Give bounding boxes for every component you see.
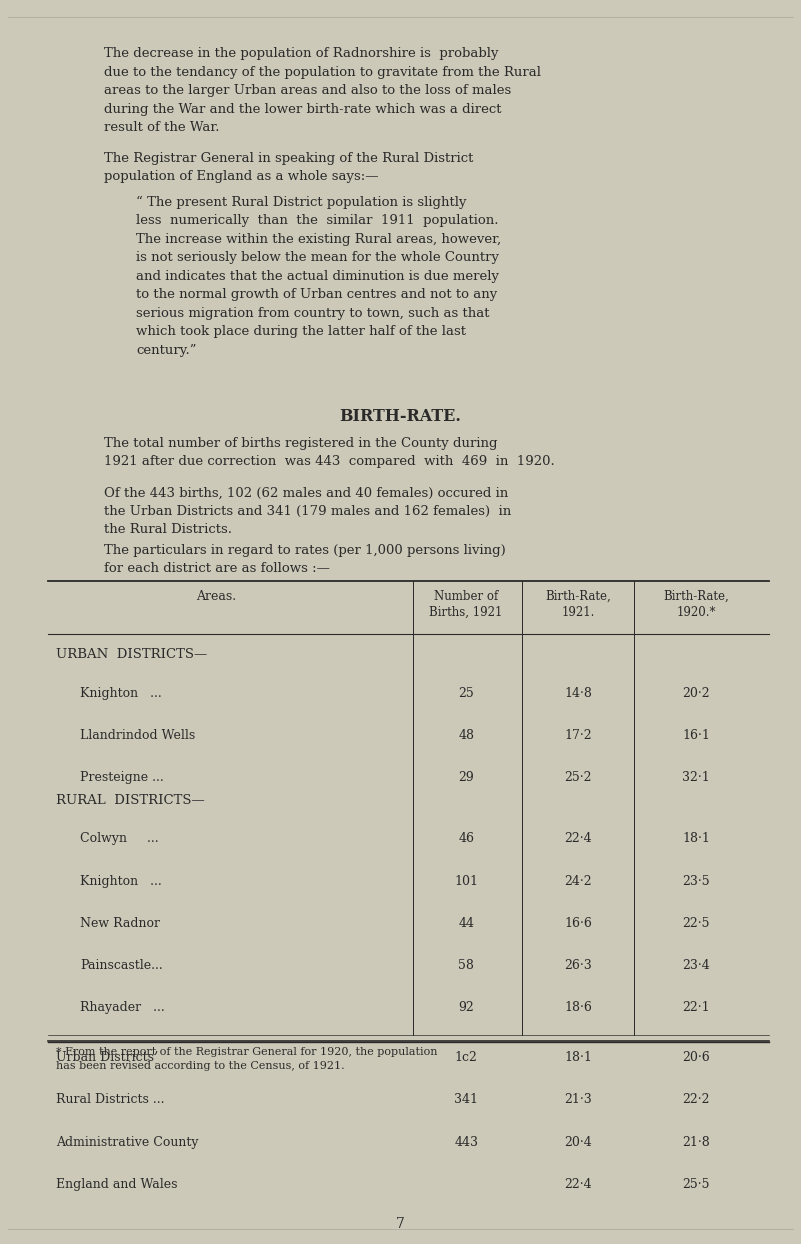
Text: The Registrar General in speaking of the Rural District
population of England as: The Registrar General in speaking of the… xyxy=(104,152,473,183)
Text: 25·2: 25·2 xyxy=(565,771,592,784)
Text: 17·2: 17·2 xyxy=(565,729,592,741)
Text: 22·1: 22·1 xyxy=(682,1001,710,1014)
Text: Of the 443 births, 102 (62 males and 40 females) occured in
the Urban Districts : Of the 443 births, 102 (62 males and 40 … xyxy=(104,486,511,536)
Text: 21·3: 21·3 xyxy=(565,1093,592,1106)
Text: * From the report of the Registrar General for 1920, the population
has been rev: * From the report of the Registrar Gener… xyxy=(56,1047,437,1071)
Text: Colwyn     ...: Colwyn ... xyxy=(80,832,159,845)
Text: “ The present Rural District population is slightly
less  numerically  than  the: “ The present Rural District population … xyxy=(136,195,501,357)
Text: 22·5: 22·5 xyxy=(682,917,710,929)
Text: 58: 58 xyxy=(458,959,474,972)
Text: England and Wales: England and Wales xyxy=(56,1178,178,1191)
Text: 14·8: 14·8 xyxy=(565,687,592,699)
Text: 92: 92 xyxy=(458,1001,474,1014)
Text: 20·4: 20·4 xyxy=(565,1136,592,1148)
Text: 20·2: 20·2 xyxy=(682,687,710,699)
Text: 26·3: 26·3 xyxy=(565,959,592,972)
Text: 18·6: 18·6 xyxy=(565,1001,592,1014)
Text: Urban Districtsʼ: Urban Districtsʼ xyxy=(56,1051,158,1064)
Text: 25·5: 25·5 xyxy=(682,1178,710,1191)
Text: 32·1: 32·1 xyxy=(682,771,710,784)
Text: 23·4: 23·4 xyxy=(682,959,710,972)
Text: The total number of births registered in the County during
1921 after due correc: The total number of births registered in… xyxy=(104,437,555,468)
Text: 101: 101 xyxy=(454,875,478,887)
Text: 44: 44 xyxy=(458,917,474,929)
Text: 48: 48 xyxy=(458,729,474,741)
Text: 7: 7 xyxy=(396,1217,405,1230)
Text: 1c2: 1c2 xyxy=(455,1051,477,1064)
Text: 16·1: 16·1 xyxy=(682,729,710,741)
Text: The particulars in regard to rates (per 1,000 persons living)
for each district : The particulars in regard to rates (per … xyxy=(104,544,506,575)
Text: 29: 29 xyxy=(458,771,474,784)
Text: 46: 46 xyxy=(458,832,474,845)
Text: Areas.: Areas. xyxy=(196,590,236,602)
Text: 25: 25 xyxy=(458,687,474,699)
Text: 20·6: 20·6 xyxy=(682,1051,710,1064)
Text: 24·2: 24·2 xyxy=(565,875,592,887)
Text: Number of
Births, 1921: Number of Births, 1921 xyxy=(429,590,503,618)
Text: 341: 341 xyxy=(454,1093,478,1106)
Text: The decrease in the population of Radnorshire is  probably
due to the tendancy o: The decrease in the population of Radnor… xyxy=(104,47,541,134)
Text: 22·4: 22·4 xyxy=(565,1178,592,1191)
Text: Painscastle...: Painscastle... xyxy=(80,959,163,972)
Text: 22·4: 22·4 xyxy=(565,832,592,845)
Text: 23·5: 23·5 xyxy=(682,875,710,887)
Text: 443: 443 xyxy=(454,1136,478,1148)
Text: BIRTH-RATE.: BIRTH-RATE. xyxy=(340,408,461,425)
Text: Birth-Rate,
1921.: Birth-Rate, 1921. xyxy=(545,590,611,618)
Text: 22·2: 22·2 xyxy=(682,1093,710,1106)
Text: 18·1: 18·1 xyxy=(682,832,710,845)
Text: URBAN  DISTRICTS—: URBAN DISTRICTS— xyxy=(56,648,207,661)
Text: Presteigne ...: Presteigne ... xyxy=(80,771,164,784)
Text: 21·8: 21·8 xyxy=(682,1136,710,1148)
Text: Knighton   ...: Knighton ... xyxy=(80,875,162,887)
Text: Llandrindod Wells: Llandrindod Wells xyxy=(80,729,195,741)
Text: 16·6: 16·6 xyxy=(565,917,592,929)
Text: New Radnor: New Radnor xyxy=(80,917,160,929)
Text: Administrative County: Administrative County xyxy=(56,1136,199,1148)
Text: 18·1: 18·1 xyxy=(565,1051,592,1064)
Text: Birth-Rate,
1920.*: Birth-Rate, 1920.* xyxy=(663,590,729,618)
Text: RURAL  DISTRICTS—: RURAL DISTRICTS— xyxy=(56,794,205,806)
Text: Rhayader   ...: Rhayader ... xyxy=(80,1001,165,1014)
Text: Knighton   ...: Knighton ... xyxy=(80,687,162,699)
Text: Rural Districts ...: Rural Districts ... xyxy=(56,1093,164,1106)
